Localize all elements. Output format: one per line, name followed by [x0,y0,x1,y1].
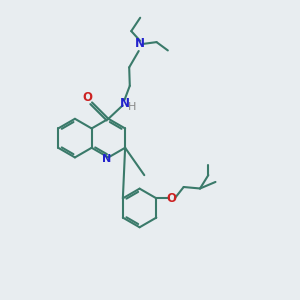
Text: O: O [166,192,176,205]
Text: O: O [82,92,93,104]
Text: H: H [128,102,136,112]
Text: N: N [102,154,112,164]
Text: N: N [135,38,145,50]
Text: N: N [119,97,129,110]
